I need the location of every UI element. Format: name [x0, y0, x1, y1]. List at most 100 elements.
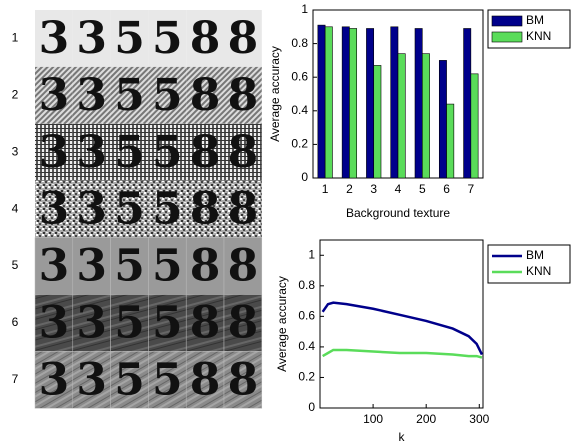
digit: 5	[114, 13, 145, 64]
digit: 3	[39, 297, 70, 348]
x-tick-label: 5	[419, 182, 426, 196]
digit: 5	[114, 184, 145, 235]
texture-cell	[148, 180, 187, 238]
texture-cell	[35, 10, 73, 67]
x-axis-label: Background texture	[346, 206, 450, 220]
legend-label: KNN	[526, 264, 551, 278]
digit: 3	[76, 297, 107, 348]
texture-cell	[224, 66, 262, 124]
digit: 5	[114, 297, 145, 348]
texture-cell	[223, 351, 263, 409]
row-label: 2	[12, 88, 19, 102]
digit: 5	[152, 13, 183, 64]
digit: 3	[39, 70, 70, 121]
texture-cell	[34, 351, 74, 409]
x-tick-label: 100	[363, 412, 383, 426]
texture-cell	[110, 10, 149, 67]
row-label: 5	[12, 258, 19, 272]
digit: 8	[190, 184, 221, 235]
texture-cell	[186, 10, 224, 67]
legend-label: BM	[526, 248, 544, 262]
texture-cell	[72, 237, 111, 295]
bar	[324, 26, 333, 179]
texture-cell	[110, 180, 149, 238]
y-tick-label: 0.6	[298, 309, 315, 323]
y-tick-label: 0	[301, 170, 308, 184]
digit: 3	[39, 354, 70, 405]
bar	[470, 73, 479, 179]
x-tick-label: 4	[395, 182, 402, 196]
digit: 8	[190, 13, 221, 64]
digit: 5	[152, 70, 183, 121]
digit: 3	[76, 184, 107, 235]
texture-cell	[110, 351, 149, 409]
digit: 3	[76, 354, 107, 405]
row-label: 3	[12, 144, 19, 158]
digit: 3	[76, 13, 107, 64]
texture-cell	[224, 123, 262, 181]
legend-box	[487, 244, 571, 284]
line	[321, 301, 484, 356]
digit: 3	[39, 13, 70, 64]
texture-cell	[224, 180, 262, 238]
texture-cell	[186, 66, 224, 124]
row-label: 6	[12, 315, 19, 329]
texture-cell	[148, 123, 187, 181]
texture-cell	[148, 351, 187, 409]
x-tick-label: 3	[370, 182, 377, 196]
bar	[366, 28, 375, 179]
bar	[421, 53, 430, 179]
y-tick-label: 0.8	[291, 36, 308, 50]
digit: 3	[76, 127, 107, 178]
x-tick-label: 300	[469, 412, 489, 426]
digit: 5	[152, 184, 183, 235]
texture-cell	[110, 237, 149, 295]
digit: 8	[190, 127, 221, 178]
digit: 8	[228, 241, 259, 292]
digit: 8	[190, 241, 221, 292]
digit: 5	[152, 241, 183, 292]
texture-cell	[148, 10, 187, 67]
bar	[438, 60, 447, 179]
y-tick-label: 0.8	[298, 278, 315, 292]
texture-cell	[148, 66, 187, 124]
texture-cell	[148, 237, 187, 295]
digit: 3	[39, 184, 70, 235]
digit: 3	[39, 127, 70, 178]
row-label: 4	[12, 201, 19, 215]
digit: 5	[114, 70, 145, 121]
texture-cell	[35, 66, 73, 124]
bar	[373, 65, 382, 179]
texture-cell	[72, 10, 111, 67]
texture-cell	[72, 294, 111, 352]
bar	[446, 103, 455, 179]
y-tick-label: 1	[308, 247, 315, 261]
image-grid: 1 3 3 5 5 8 82 3 3 5 5 8 83 3 3 5 5 8 84 3 3 5 5 8 85 3 3 5 5 8 86 3 3 5 5…	[12, 10, 263, 409]
digit: 8	[228, 184, 259, 235]
digit: 8	[190, 354, 221, 405]
texture-cell	[148, 294, 187, 352]
texture-cell	[34, 294, 74, 352]
texture-cell	[224, 10, 262, 67]
bar	[397, 53, 406, 179]
legend-label: BM	[526, 13, 544, 27]
texture-cell	[110, 123, 149, 181]
digit: 3	[39, 241, 70, 292]
bar	[349, 28, 358, 179]
bar	[341, 26, 350, 179]
texture-cell	[72, 180, 111, 238]
texture-cell	[35, 180, 73, 238]
bar	[317, 24, 326, 179]
texture-cell	[72, 123, 111, 181]
y-tick-label: 0	[308, 400, 315, 414]
texture-cell	[223, 294, 263, 352]
y-axis-label: Average accuracy	[275, 276, 289, 372]
line	[322, 348, 483, 359]
digit: 5	[114, 127, 145, 178]
y-tick-label: 0.6	[291, 69, 308, 83]
digit: 5	[152, 297, 183, 348]
bar	[414, 28, 423, 179]
x-tick-label: 2	[346, 182, 353, 196]
texture-cell	[185, 351, 225, 409]
